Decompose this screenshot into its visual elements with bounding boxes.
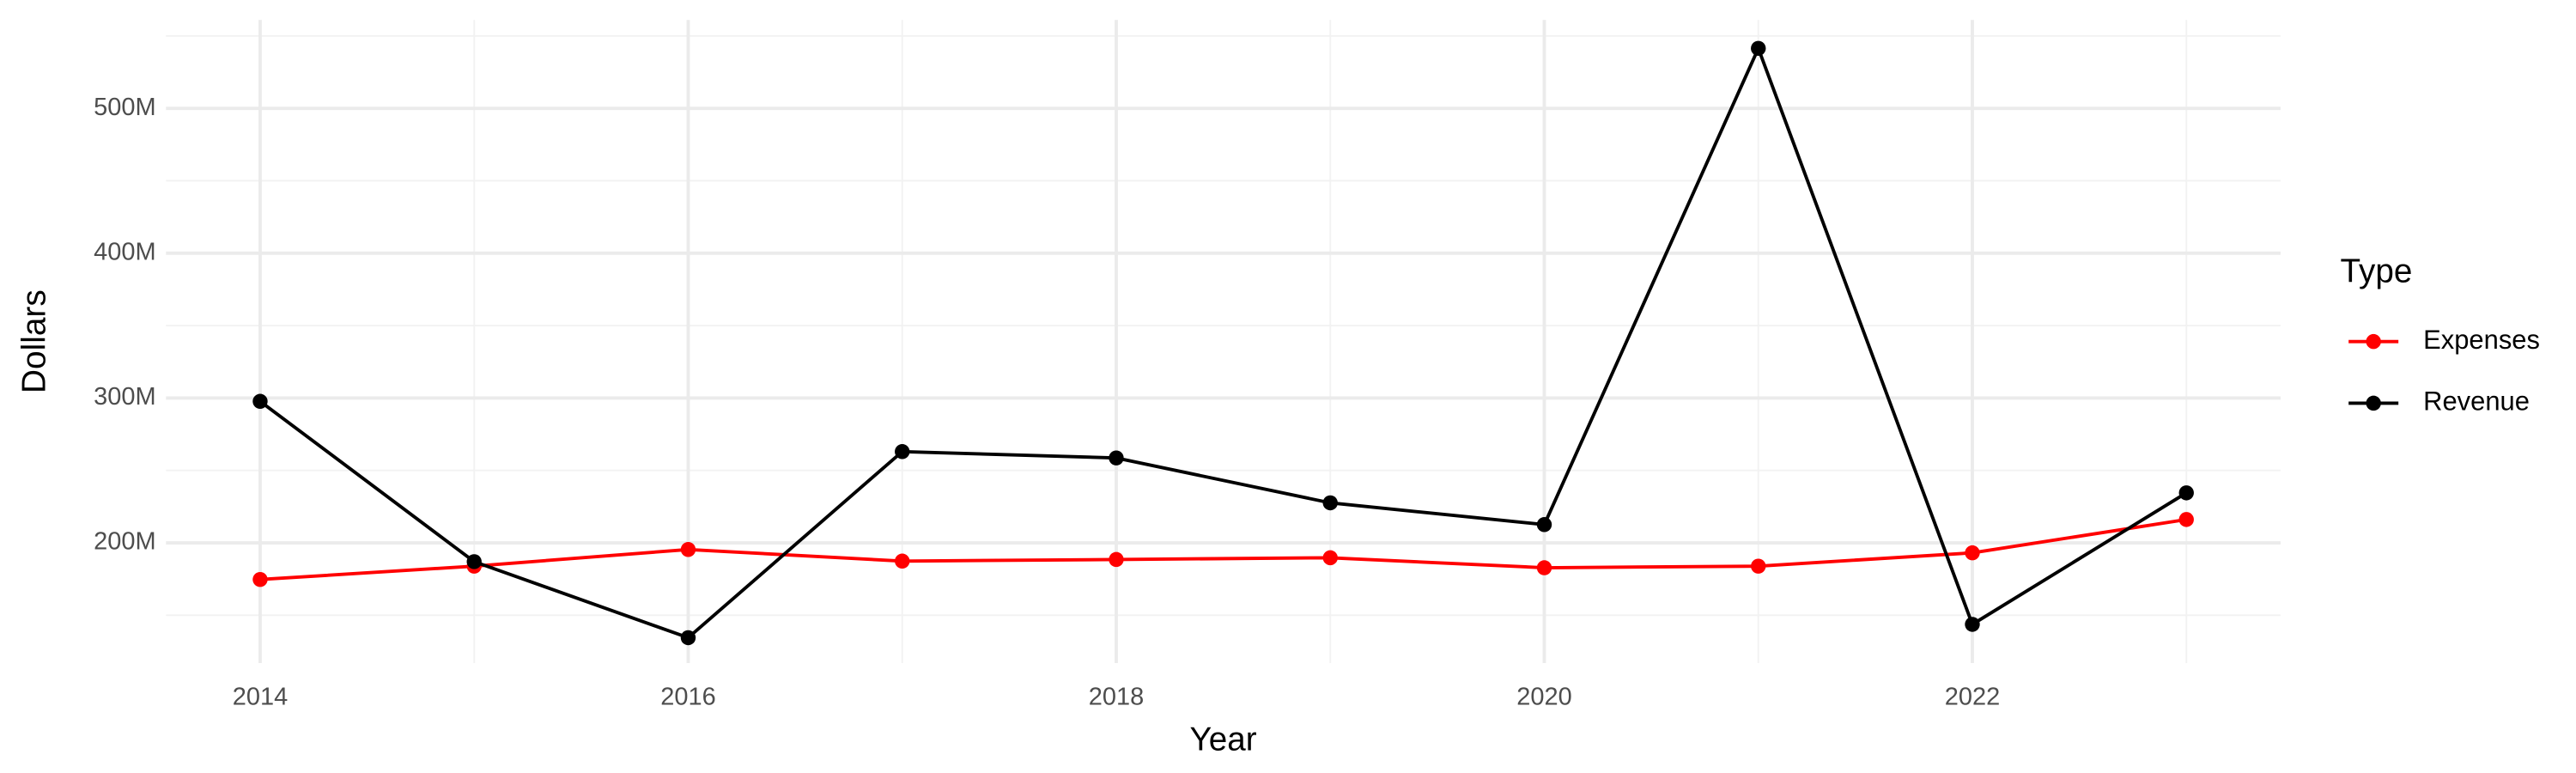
x-axis-title: Year: [1190, 721, 1257, 758]
data-point: [895, 444, 910, 460]
data-point: [1751, 558, 1766, 574]
data-point: [1322, 550, 1338, 566]
series-line: [259, 517, 2187, 581]
data-point: [1109, 551, 1124, 568]
legend-point: [2366, 333, 2381, 350]
y-tick-label: 300M: [94, 383, 155, 411]
x-tick-label: 2018: [1089, 683, 1144, 710]
data-point: [1965, 545, 1980, 561]
data-point: [2178, 512, 2194, 527]
data-point: [1536, 517, 1552, 533]
legend-point: [2366, 395, 2381, 411]
data-point: [680, 630, 696, 646]
y-tick-label: 500M: [94, 94, 155, 121]
y-axis-title: Dollars: [16, 289, 53, 393]
legend-label: Expenses: [2423, 325, 2540, 355]
series-line: [258, 44, 2188, 640]
data-point: [252, 571, 268, 587]
y-tick-label: 400M: [94, 238, 155, 265]
x-tick-label: 2016: [660, 683, 715, 710]
x-tick-label: 2020: [1516, 683, 1571, 710]
legend-title: Type: [2341, 253, 2413, 289]
data-point: [1965, 617, 1980, 632]
x-tick-label: 2014: [233, 683, 288, 710]
data-point: [1322, 495, 1338, 511]
data-point: [680, 542, 696, 557]
data-point: [252, 393, 268, 410]
data-point: [1536, 560, 1552, 575]
data-point: [2178, 485, 2194, 501]
data-point: [895, 553, 910, 569]
x-tick-label: 2022: [1945, 683, 2000, 710]
data-point: [1751, 40, 1766, 57]
data-point: [1109, 450, 1124, 466]
y-tick-label: 200M: [94, 528, 155, 556]
data-point: [466, 554, 482, 569]
legend-label: Revenue: [2423, 386, 2530, 417]
